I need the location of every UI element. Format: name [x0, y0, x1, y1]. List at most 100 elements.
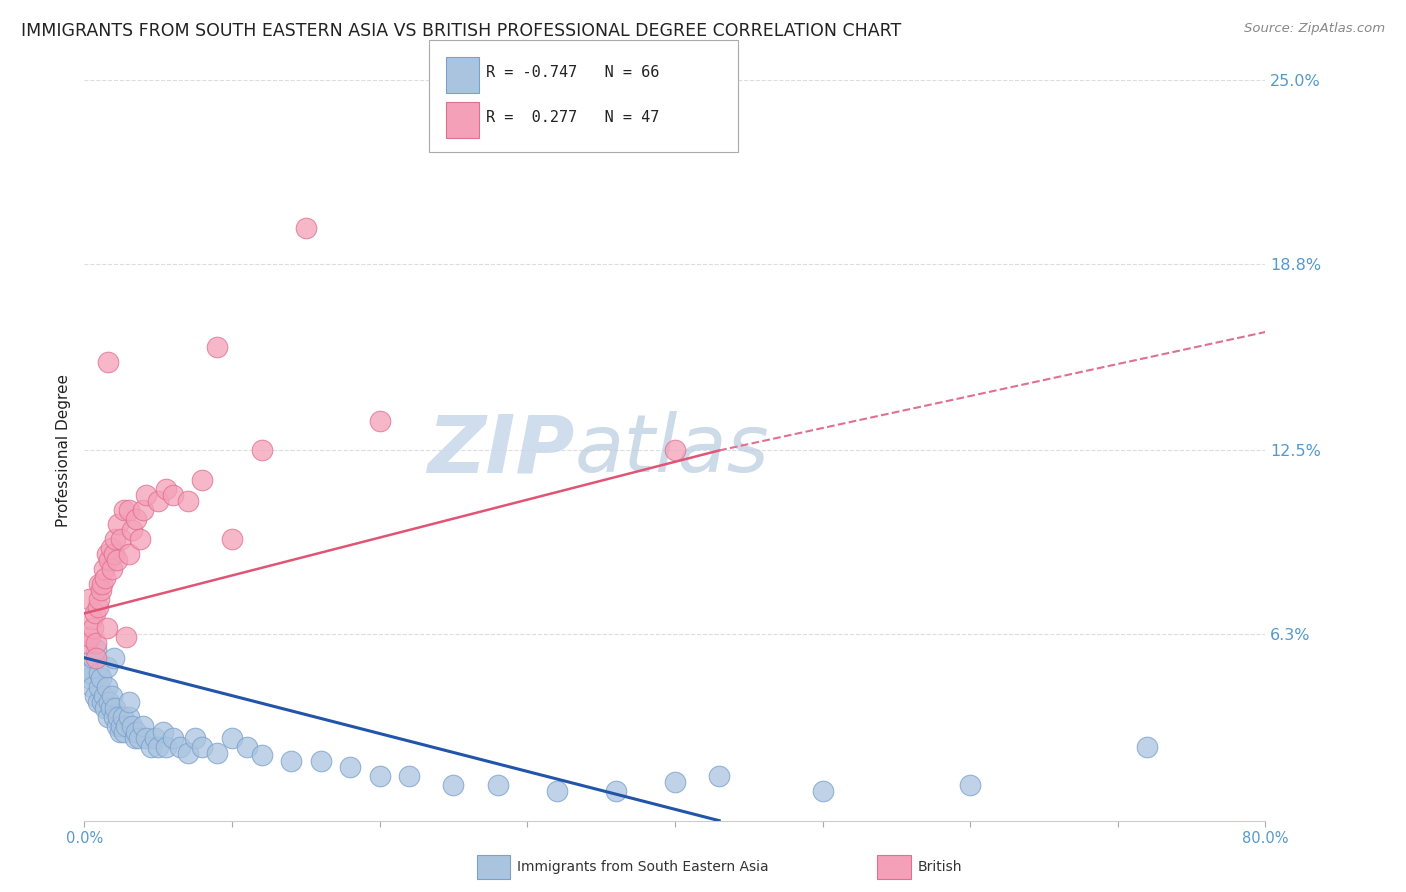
Point — [96, 621, 118, 635]
Point — [959, 778, 981, 792]
Point — [94, 701, 117, 715]
Point — [169, 739, 191, 754]
Point — [191, 739, 214, 754]
Point — [108, 724, 131, 739]
Point — [97, 354, 120, 368]
Point — [132, 502, 155, 516]
Point — [184, 731, 207, 745]
Point — [191, 473, 214, 487]
Point — [486, 778, 509, 792]
Point — [155, 739, 177, 754]
Text: atlas: atlas — [575, 411, 769, 490]
Point — [107, 710, 129, 724]
Text: IMMIGRANTS FROM SOUTH EASTERN ASIA VS BRITISH PROFESSIONAL DEGREE CORRELATION CH: IMMIGRANTS FROM SOUTH EASTERN ASIA VS BR… — [21, 22, 901, 40]
Point — [89, 576, 111, 591]
Point — [86, 695, 108, 709]
Point — [205, 340, 228, 354]
Point — [105, 719, 128, 733]
Point — [118, 695, 141, 709]
Point — [89, 665, 111, 680]
Point — [97, 710, 120, 724]
Point — [128, 731, 150, 745]
Point — [84, 636, 107, 650]
Point — [280, 755, 302, 769]
Point — [111, 710, 134, 724]
Point — [709, 88, 731, 103]
Point — [139, 739, 162, 754]
Point — [80, 681, 103, 695]
Point — [110, 719, 132, 733]
Point — [546, 784, 568, 798]
Point — [86, 600, 108, 615]
Point — [110, 533, 132, 547]
Point — [100, 541, 122, 556]
Text: ZIP: ZIP — [427, 411, 575, 490]
Point — [84, 641, 107, 656]
Point — [91, 695, 114, 709]
Point — [90, 672, 112, 686]
Point — [101, 562, 124, 576]
Point — [664, 443, 686, 458]
Point — [177, 493, 200, 508]
Point — [125, 511, 148, 525]
Point — [368, 769, 391, 783]
Point — [77, 591, 100, 606]
Point — [114, 719, 136, 733]
Point — [89, 591, 111, 606]
Point — [118, 710, 141, 724]
Point — [250, 748, 273, 763]
Point — [148, 493, 170, 508]
Point — [107, 517, 129, 532]
Point — [143, 731, 166, 745]
Point — [152, 724, 174, 739]
Point — [118, 502, 141, 516]
Text: R =  0.277   N = 47: R = 0.277 N = 47 — [486, 110, 659, 125]
Point — [125, 724, 148, 739]
Point — [76, 659, 98, 673]
Point — [124, 731, 146, 745]
Point — [96, 681, 118, 695]
Point — [135, 488, 157, 502]
Point — [104, 701, 127, 715]
Point — [89, 681, 111, 695]
Point — [82, 621, 104, 635]
Point — [96, 659, 118, 673]
Point — [250, 443, 273, 458]
Point — [104, 533, 127, 547]
Point — [205, 746, 228, 760]
Point — [398, 769, 420, 783]
Point — [148, 739, 170, 754]
Point — [811, 784, 834, 798]
Point — [605, 784, 627, 798]
Point — [112, 502, 135, 516]
Point — [295, 221, 318, 235]
Point — [121, 524, 143, 538]
Point — [103, 710, 125, 724]
Point — [83, 690, 105, 704]
Point — [129, 533, 152, 547]
Point — [93, 690, 115, 704]
Point — [339, 760, 361, 774]
Point — [162, 731, 184, 745]
Point — [1136, 739, 1159, 754]
Point — [105, 553, 128, 567]
Point — [91, 576, 114, 591]
Point — [155, 482, 177, 496]
Point — [79, 630, 101, 644]
Point — [100, 701, 122, 715]
Point — [112, 724, 135, 739]
Point — [221, 731, 243, 745]
Point — [177, 746, 200, 760]
Point — [118, 547, 141, 561]
Point — [132, 719, 155, 733]
Point — [98, 695, 121, 709]
Text: R = -0.747   N = 66: R = -0.747 N = 66 — [486, 65, 659, 79]
Point — [93, 562, 115, 576]
Point — [103, 650, 125, 665]
Point — [441, 778, 464, 792]
Point — [309, 755, 332, 769]
Text: Source: ZipAtlas.com: Source: ZipAtlas.com — [1244, 22, 1385, 36]
Point — [114, 630, 136, 644]
Y-axis label: Professional Degree: Professional Degree — [56, 374, 72, 527]
Point — [98, 553, 121, 567]
